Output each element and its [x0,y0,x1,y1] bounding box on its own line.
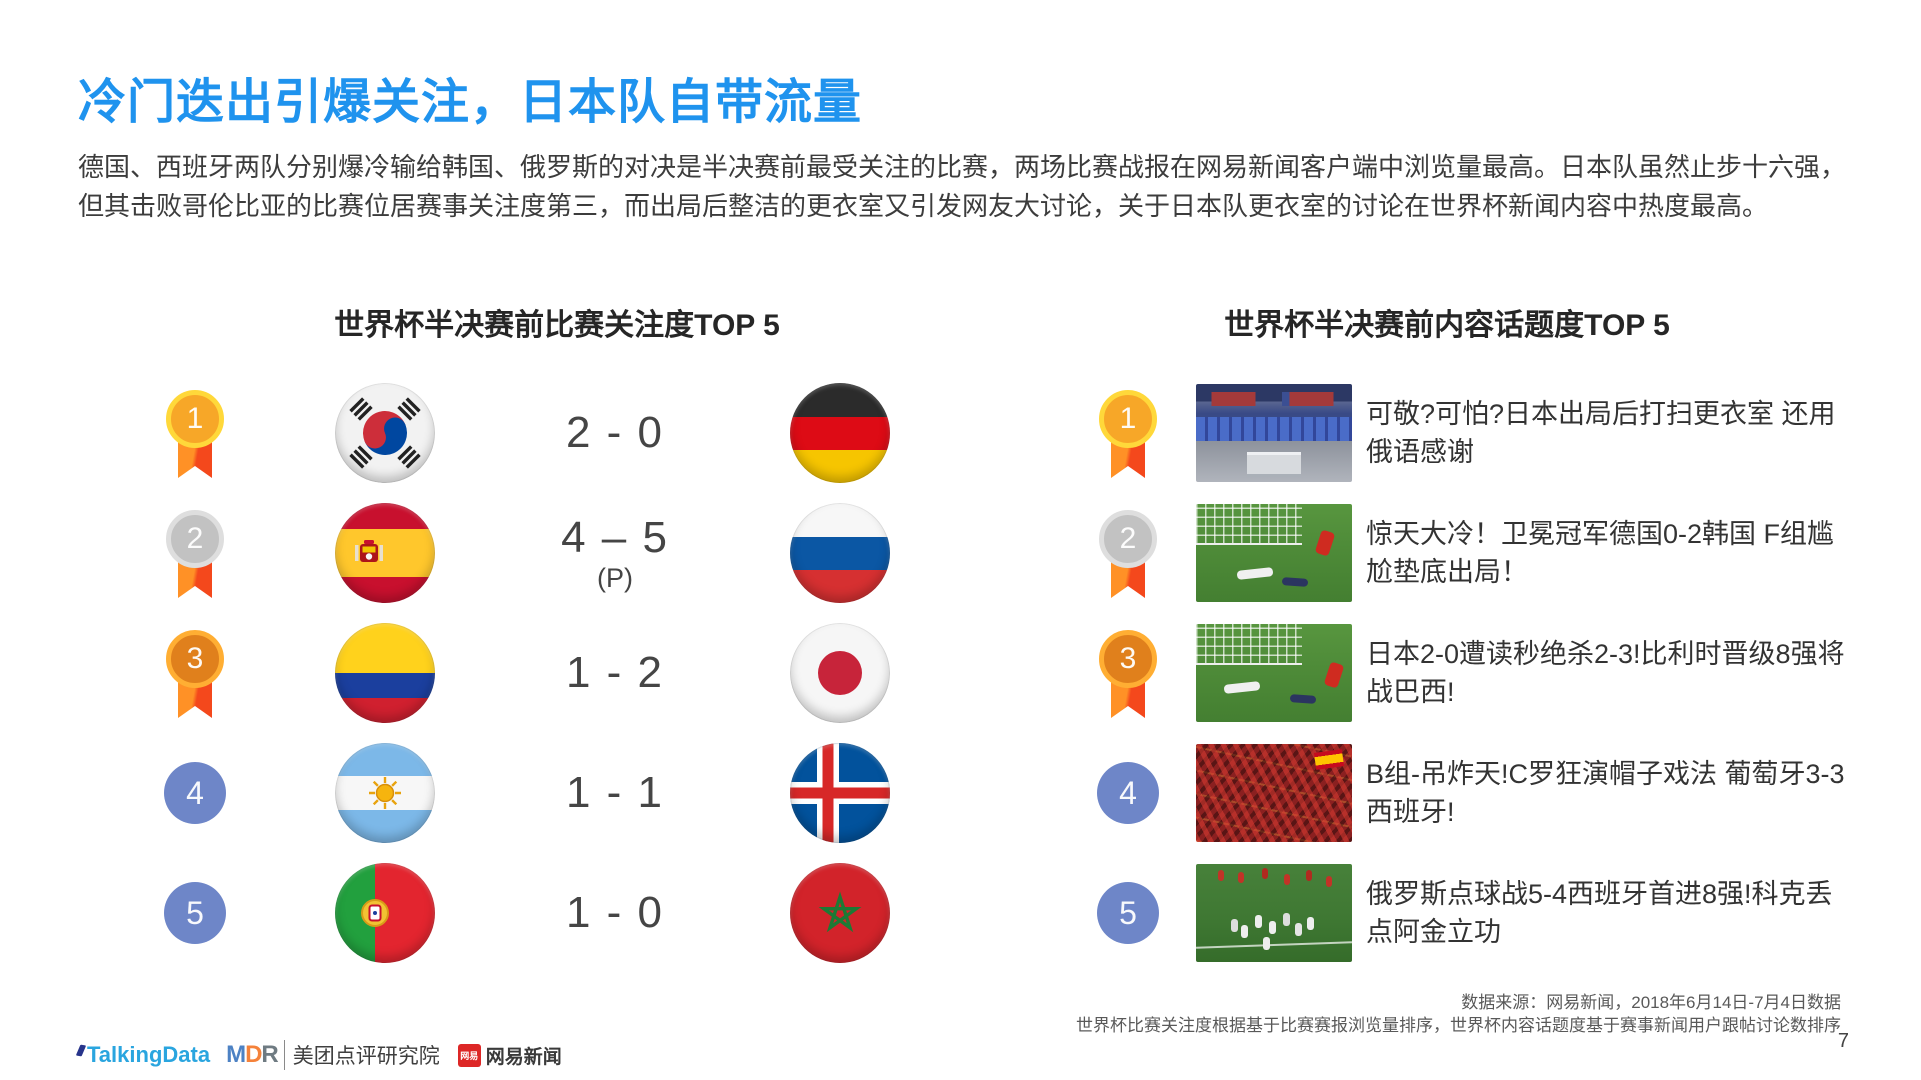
match-row-4: 4 1 - 1 [0,733,1921,853]
right-panel-heading: 世界杯半决赛前内容话题度TOP 5 [1224,309,1670,342]
score-note: (P) [597,562,633,593]
score: 2 - 0 [565,408,665,457]
news-headline: 可敬?可怕?日本出局后打扫更衣室 还用俄语感谢 [1366,399,1836,467]
match-row-5: 5 1 - 0 [0,853,1921,973]
match-row-1: 1 2 - 0 [0,373,1921,493]
left-panel-heading: 世界杯半决赛前比赛关注度TOP 5 [334,309,780,342]
rank-2-medal-icon: 2 [163,493,227,613]
goal-mouth-upset-photo [1196,504,1352,602]
score-block: 2 - 0 [475,373,755,493]
rank-number: 5 [1097,882,1159,944]
rank-4-medal-icon: 4 [163,733,227,853]
flag-japan-icon [790,623,890,723]
score-block: 4 – 5 (P) [475,493,755,613]
rank-number: 3 [1099,630,1157,688]
score: 4 – 5 [561,512,669,562]
score: 1 - 2 [565,648,665,697]
topic-row-1: 1 可敬?可怕?日本出局后打扫更衣室 还用俄语感谢 [0,373,1921,493]
rank-number: 2 [1099,510,1157,568]
talkingdata-logo: TalkingData [87,1042,211,1067]
rank-1-medal-icon: 1 [1096,373,1160,493]
rank-3-medal-icon: 3 [163,613,227,733]
rank-number: 3 [166,630,224,688]
flag-iceland-icon [790,743,890,843]
news-headline: 日本2-0遭读秒绝杀2-3!比利时晋级8强将战巴西! [1366,639,1845,707]
rank-number: 5 [164,882,226,944]
rank-2-medal-icon: 2 [1096,493,1160,613]
netease-news-label: 网易新闻 [485,1046,562,1068]
score: 1 - 1 [565,768,665,817]
rank-5-medal-icon: 5 [163,853,227,973]
netease-logo-icon: 网易 [457,1043,481,1067]
rank-number: 2 [166,510,224,568]
mdr-logo: MDR [226,1041,279,1068]
rank-3-medal-icon: 3 [1096,613,1160,733]
ranking-method-line: 世界杯比赛关注度根据基于比赛赛报浏览量排序，世界杯内容话题度基于赛事新闻用户跟帖… [1076,1016,1841,1035]
rank-5-medal-icon: 5 [1096,853,1160,973]
penalty-celebration-photo [1196,864,1352,962]
rank-4-medal-icon: 4 [1096,733,1160,853]
score: 1 - 0 [565,888,665,937]
rank-1-medal-icon: 1 [163,373,227,493]
flag-south-korea-icon [335,383,435,483]
news-headline: 惊天大冷！卫冕冠军德国0-2韩国 F组尴尬垫底出局！ [1366,519,1835,587]
rank-number: 1 [1099,390,1157,448]
match-row-3: 3 1 - 2 [0,613,1921,733]
news-headline: 俄罗斯点球战5-4西班牙首进8强!科克丢点阿金立功 [1366,879,1833,947]
topic-row-4: 4 B组-吊炸天!C罗狂演帽子戏法 葡萄牙3-3西班牙! [0,733,1921,853]
intro-paragraph: 德国、西班牙两队分别爆冷输给韩国、俄罗斯的对决是半决赛前最受关注的比赛，两场比赛… [78,152,1847,221]
meituan-dianping-institute-label: 美团点评研究院 [283,1040,440,1070]
news-headline: B组-吊炸天!C罗狂演帽子戏法 葡萄牙3-3西班牙! [1366,759,1845,827]
footer-logos: TalkingData MDR 美团点评研究院 网易 网易新闻 [75,1040,562,1070]
topic-row-2: 2 惊天大冷！卫冕冠军德国0-2韩国 F组尴尬垫底出局！ [0,493,1921,613]
score-block: 1 - 2 [475,613,755,733]
score-block: 1 - 0 [475,853,755,973]
red-fans-crowd-photo [1196,744,1352,842]
rank-number: 4 [1097,762,1159,824]
last-second-goal-photo [1196,624,1352,722]
locker-room-photo [1196,384,1352,482]
rank-number: 1 [166,390,224,448]
topic-row-5: 5 俄罗斯点球战5-4西班牙首进8强!科克丢点阿金立功 [0,853,1921,973]
flag-morocco-icon [790,863,890,963]
match-row-2: 2 4 – 5 (P) [0,493,1921,613]
talkingdata-tick-icon [75,1044,87,1056]
topic-row-3: 3 日本2-0遭读秒绝杀2-3!比利时晋级8强将战巴西! [0,613,1921,733]
rank-number: 4 [164,762,226,824]
score-block: 1 - 1 [475,733,755,853]
page-title: 冷门迭出引爆关注，日本队自带流量 [78,76,863,129]
page-number: 7 [1837,1030,1849,1052]
data-source-line: 数据来源：网易新闻，2018年6月14日-7月4日数据 [1461,993,1841,1012]
